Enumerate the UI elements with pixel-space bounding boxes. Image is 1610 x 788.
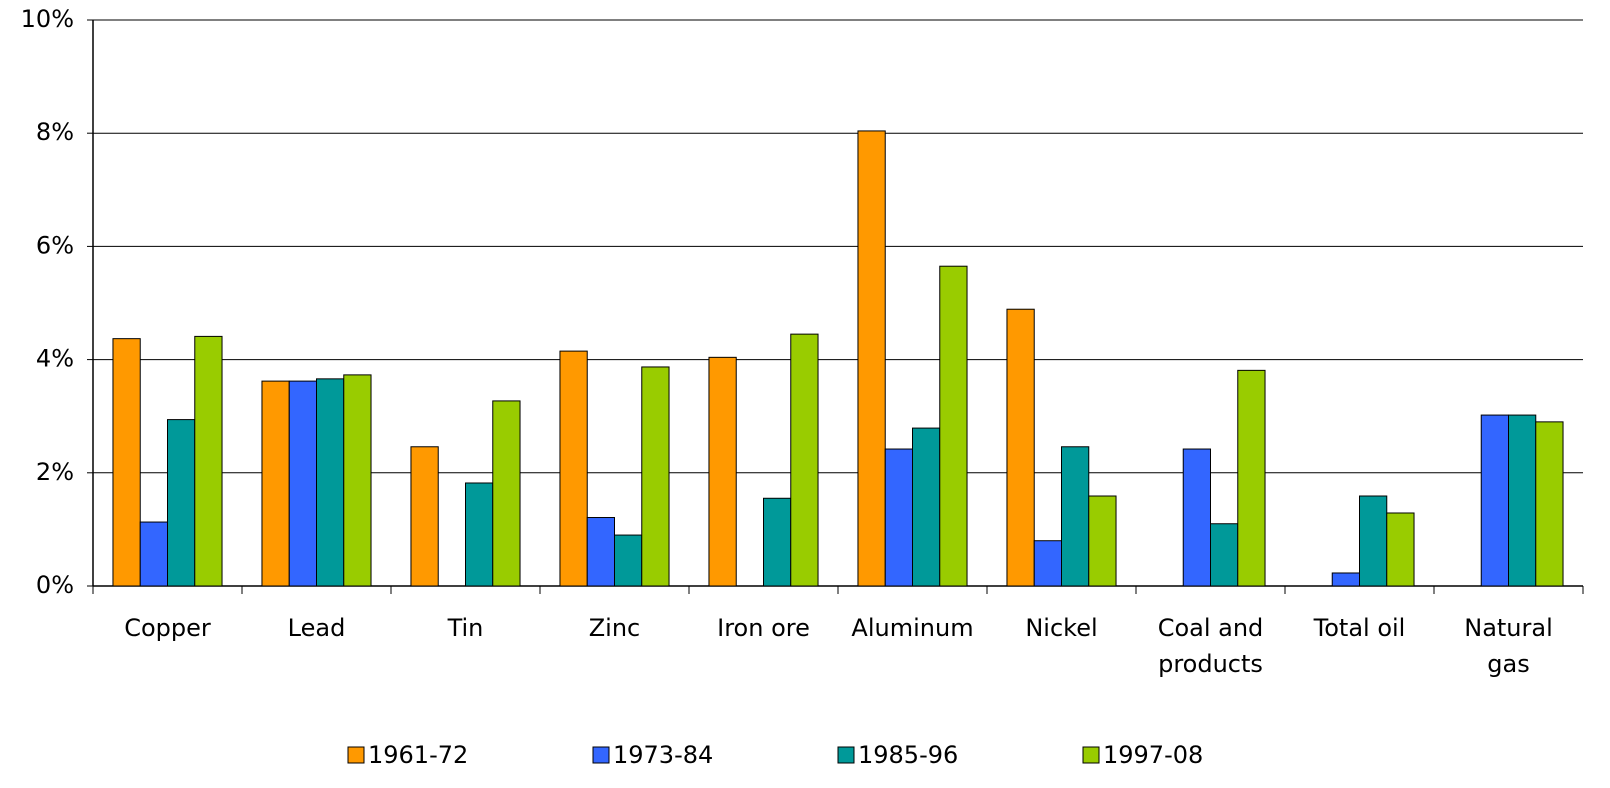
bar	[641, 366, 670, 587]
bar	[1480, 414, 1510, 587]
bar	[1033, 540, 1063, 587]
y-tick-label: 2%	[36, 458, 74, 486]
bar	[465, 482, 494, 587]
x-tick-label: Nickel	[1025, 614, 1097, 642]
y-tick-label: 4%	[36, 345, 74, 373]
y-tick-label: 10%	[21, 5, 74, 33]
x-tick-label: Total oil	[1313, 614, 1406, 642]
label-line: gas	[1487, 650, 1529, 678]
label-line: products	[1158, 650, 1263, 678]
legend-label: 1997-08	[1103, 741, 1203, 769]
bar	[708, 356, 737, 587]
bar	[1535, 421, 1564, 587]
bar	[316, 378, 345, 587]
legend-label: 1973-84	[613, 741, 713, 769]
x-tick-label: Tin	[447, 614, 484, 642]
bar	[1088, 495, 1117, 587]
bar	[884, 448, 913, 587]
bar	[492, 400, 521, 587]
x-tick-label: Lead	[288, 614, 346, 642]
bar	[790, 333, 819, 587]
bar	[614, 534, 643, 587]
label-line: Coal and	[1158, 614, 1264, 642]
bar	[586, 517, 615, 587]
bar	[939, 265, 968, 587]
bar	[1386, 512, 1415, 587]
bar	[1182, 448, 1212, 587]
bar	[1508, 414, 1537, 587]
label-line: Natural	[1464, 614, 1553, 642]
legend-swatch	[837, 746, 855, 764]
bar	[1237, 369, 1266, 587]
bar	[857, 130, 886, 587]
legend-label: 1985-96	[858, 741, 958, 769]
x-tick-label: Zinc	[589, 614, 641, 642]
bar	[1359, 495, 1388, 587]
y-tick-label: 8%	[36, 118, 74, 146]
bar	[288, 380, 318, 587]
x-tick-label: Iron ore	[717, 614, 810, 642]
bar	[1006, 308, 1035, 587]
x-tick-label: Coal and products	[1158, 614, 1264, 678]
y-tick-label: 6%	[36, 231, 74, 259]
x-tick-label: Natural gas	[1464, 614, 1553, 678]
legend-swatch	[592, 746, 610, 764]
bar	[194, 335, 223, 587]
bar	[139, 521, 169, 587]
legend-swatch	[1082, 746, 1100, 764]
x-tick-label: Copper	[124, 614, 211, 642]
bar	[912, 427, 941, 587]
bar	[1061, 446, 1090, 587]
bar	[167, 419, 196, 587]
bar	[1331, 572, 1361, 587]
bar	[112, 338, 141, 587]
legend-swatch	[347, 746, 365, 764]
bar	[410, 446, 439, 587]
bar	[343, 374, 372, 587]
bar	[763, 497, 792, 587]
legend-label: 1961-72	[368, 741, 468, 769]
bar	[559, 350, 588, 587]
y-tick-label: 0%	[36, 571, 74, 599]
bar	[261, 380, 290, 587]
bar	[1210, 523, 1239, 587]
x-tick-label: Aluminum	[851, 614, 973, 642]
